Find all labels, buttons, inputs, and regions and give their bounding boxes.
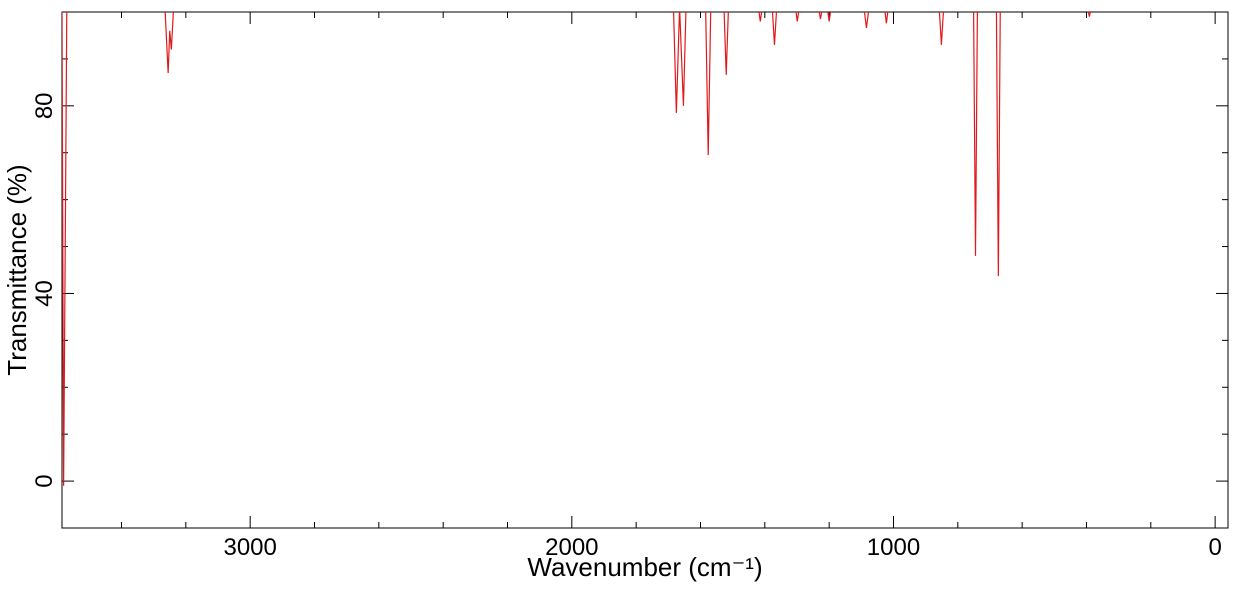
x-tick-label: 0 bbox=[1208, 534, 1221, 561]
x-tick-label: 2000 bbox=[545, 534, 598, 561]
y-tick-label: 40 bbox=[31, 280, 58, 307]
x-axis-title: Wavenumber (cm⁻¹) bbox=[527, 552, 762, 582]
y-tick-label: 80 bbox=[31, 92, 58, 119]
y-tick-label: 0 bbox=[31, 474, 58, 487]
spectrum-line bbox=[62, 12, 1091, 486]
x-tick-label: 1000 bbox=[867, 534, 920, 561]
plot-frame bbox=[61, 11, 1229, 529]
y-axis-title: Transmittance (%) bbox=[2, 164, 32, 375]
x-tick-label: 3000 bbox=[223, 534, 276, 561]
